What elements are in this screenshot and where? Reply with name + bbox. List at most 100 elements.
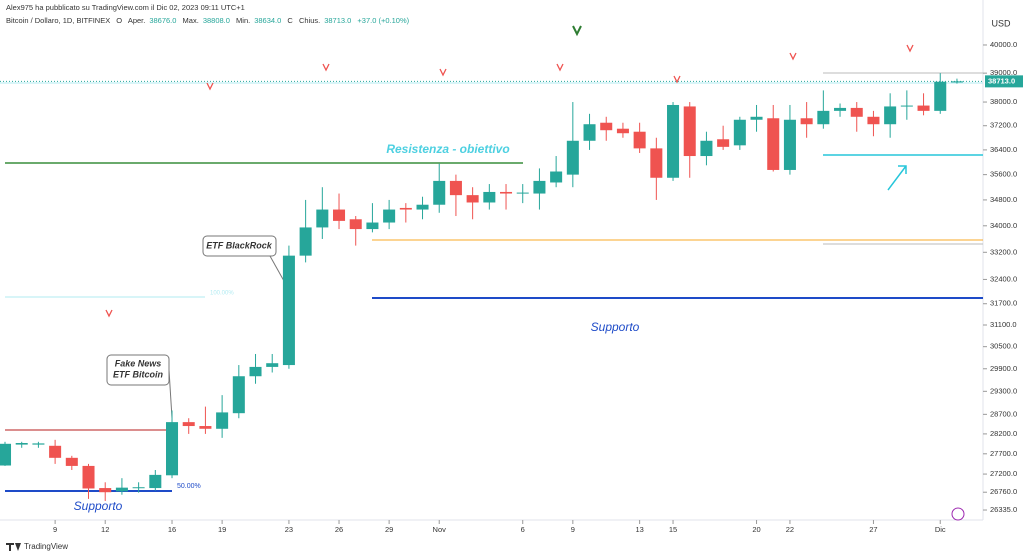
ohlc: 38676.0 [149,16,177,25]
candle-body [32,443,45,445]
markers [105,44,914,318]
candle-body [483,191,496,203]
ohlc: Max. [182,16,199,25]
candle-body [249,366,262,377]
candle-body [934,81,947,111]
y-tick-label: 32400.0 [990,274,1017,283]
candle-body [867,116,880,125]
y-tick-label: 27200.0 [990,469,1017,478]
candle-body [366,222,379,230]
candle-body [683,106,696,157]
candle-body [950,81,963,83]
candle-body [800,118,813,125]
x-tick-label: 29 [385,525,393,534]
x-tick-label: 22 [786,525,794,534]
candle-body [49,445,62,458]
y-tick-label: 31100.0 [990,320,1017,329]
annotation: Supporto [74,499,123,513]
candle-body [132,487,145,489]
candle-body [232,376,245,414]
icon[interactable] [951,507,965,521]
candle-body [449,180,462,196]
y-tick-label: 28200.0 [990,429,1017,438]
x-tick-label: 27 [869,525,877,534]
candle-body [383,209,396,223]
price-tag [985,75,1023,88]
candle-body [750,116,763,120]
candle-body [900,105,913,107]
y-tick-label: 26335.0 [990,505,1017,514]
x-tick-label: 12 [101,525,109,534]
x-tick-label: 23 [285,525,293,534]
marker [572,25,582,37]
candle-body [166,422,179,476]
annotation: Resistenza - obiettivo [386,142,509,156]
candle-body [15,443,28,445]
candle-body [733,119,746,146]
legend: Bitcoin / Dollaro, 1D, BITFINEX O Aper. 3… [6,16,413,25]
candle-body [349,219,362,230]
x-tick-label: 20 [752,525,760,534]
x-tick-label: 6 [521,525,525,534]
candle-body [616,128,629,134]
candle-body [650,148,663,178]
candle-body [466,195,479,203]
y-tick-label: 29900.0 [990,364,1017,373]
candle-body [633,131,646,149]
symbol: Bitcoin / Dollaro, 1D, BITFINEX [6,16,111,25]
fib-label: 50.00% [177,483,201,490]
candle-body [850,107,863,117]
y-tick-label: 28700.0 [990,409,1017,418]
candle-body [783,119,796,170]
ohlc: 38713.0 [324,16,352,25]
y-tick-label: 30500.0 [990,342,1017,351]
logo [6,543,21,551]
ohlc: O [116,16,123,25]
candle-body [767,118,780,170]
candle-body [516,192,529,194]
ohlc: C [287,16,293,25]
y-tick-label: 27700.0 [990,449,1017,458]
x-tick-label: 9 [571,525,575,534]
candle-body [583,124,596,141]
ohlc: 38808.0 [202,16,230,25]
candle-body [0,443,12,466]
arrow [887,165,907,191]
y-tick-label: 40000.0 [990,40,1017,49]
x-tick-label: 13 [635,525,643,534]
y-tick-label: 34800.0 [990,195,1017,204]
candle-body [216,412,229,429]
candle-body [500,191,513,194]
candle-body [115,487,128,492]
candle-body [834,107,847,111]
candle-body [82,465,95,489]
candle-body [433,180,446,205]
y-tick-label: 29300.0 [990,386,1017,395]
candle-body [884,106,897,125]
y-tick-label: 37200.0 [990,121,1017,130]
candle-body [817,110,830,125]
candle-body [717,139,730,147]
y-tick-label: 39000.0 [990,68,1017,77]
candle-body [700,140,713,157]
candle-body [199,426,212,429]
x-tick-label: 19 [218,525,226,534]
x-tick-label: 15 [669,525,677,534]
ohlc: 38634.0 [254,16,282,25]
currency: USD [991,18,1011,28]
candle-body [399,207,412,210]
x-tick-label: 16 [168,525,176,534]
ohlc: Aper. [127,16,146,25]
y-tick-label: 35600.0 [990,170,1017,179]
annotation: Supporto [591,320,640,334]
price-tag-label: 38713.0 [988,76,1015,85]
ohlc: +37.0 (+0.10%) [357,16,410,25]
candle-body [282,255,295,366]
x-tick-label: 26 [335,525,343,534]
y-tick-label: 33200.0 [990,247,1017,256]
annotation: ETF Bitcoin [113,369,163,379]
ohlc: Chius. [298,16,321,25]
candle-body [600,122,613,131]
